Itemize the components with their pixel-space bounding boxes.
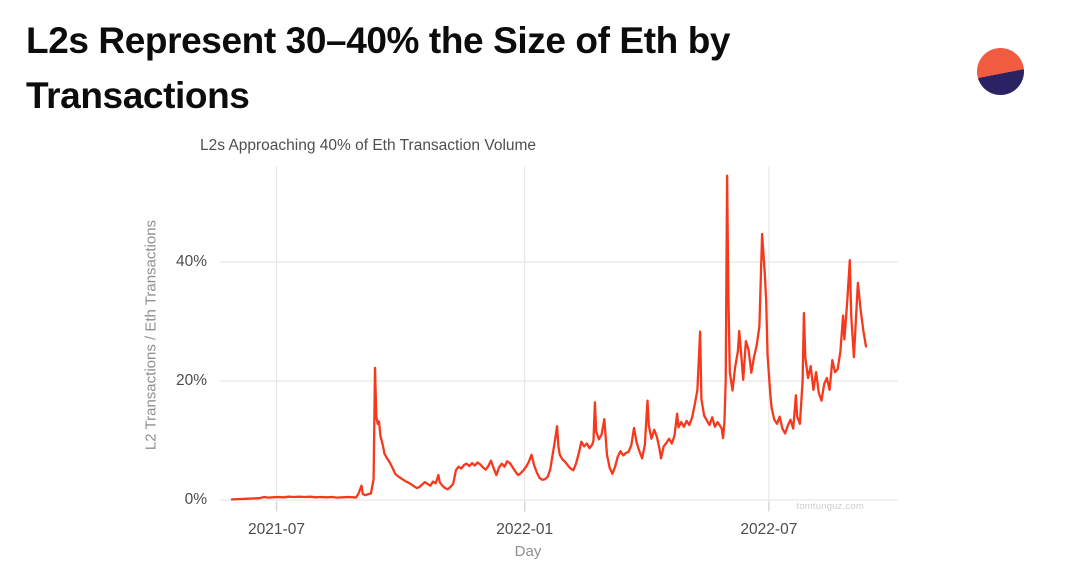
- brand-logo-icon: [977, 48, 1024, 95]
- x-tick-label: 2021-07: [248, 521, 305, 538]
- watermark: tomtunguz.com: [796, 501, 864, 512]
- x-axis-title: Day: [514, 543, 542, 560]
- y-axis-title: L2 Transactions / Eth Transactions: [142, 219, 160, 451]
- page-title: L2s Represent 30–40% the Size of Eth by …: [26, 20, 731, 116]
- y-tick-label: 20%: [175, 372, 207, 389]
- data-series-line: [230, 174, 868, 501]
- y-tick-label: 40%: [175, 253, 207, 270]
- x-tick-label: 2022-01: [496, 521, 554, 538]
- chart-title: L2s Approaching 40% of Eth Transaction V…: [200, 137, 537, 154]
- x-tick-label: 2022-07: [740, 521, 798, 538]
- y-tick-label: 0%: [184, 491, 207, 508]
- plot-area: [220, 166, 898, 512]
